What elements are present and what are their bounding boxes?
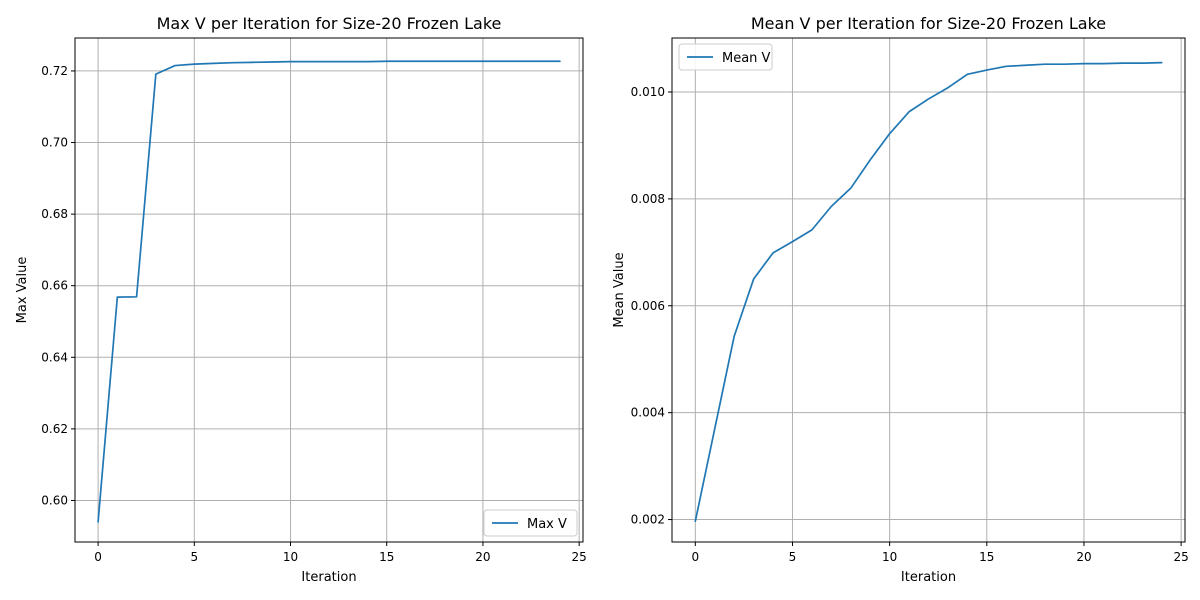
max-v-x-tick-label: 0: [94, 550, 102, 564]
max-v-legend-label: Max V: [527, 517, 567, 532]
max-v-legend-box: [483, 509, 578, 537]
mean-v-x-tick-label: 25: [1173, 550, 1188, 564]
max-v-x-tick-label: 15: [379, 550, 394, 564]
max-v-chart-title: Max V per Iteration for Size-20 Frozen L…: [157, 14, 502, 33]
mean-v-y-tick-label: 0.006: [631, 299, 665, 313]
max-v-x-axis-label: Iteration: [301, 570, 356, 585]
mean-v-y-ticks: 0.002 0.004 0.006 0.008 0.010: [631, 85, 672, 527]
mean-v-x-tick-label: 0: [691, 550, 699, 564]
max-v-legend: Max V: [483, 509, 578, 537]
mean-v-x-tick-label: 10: [882, 550, 897, 564]
max-v-y-tick-label: 0.62: [41, 422, 68, 436]
mean-v-grid: [672, 38, 1185, 542]
max-v-y-tick-label: 0.70: [41, 136, 68, 150]
max-v-y-tick-label: 0.66: [41, 279, 68, 293]
max-v-x-tick-label: 25: [572, 550, 587, 564]
max-v-y-tick-label: 0.64: [41, 350, 68, 364]
max-v-y-tick-label: 0.68: [41, 207, 68, 221]
max-v-plot-frame: [74, 37, 584, 543]
max-v-x-tick-label: 5: [190, 550, 198, 564]
max-v-x-tick-label: 20: [475, 550, 490, 564]
mean-v-chart-title: Mean V per Iteration for Size-20 Frozen …: [751, 14, 1106, 33]
mean-v-x-tick-label: 5: [789, 550, 797, 564]
mean-v-y-tick-label: 0.004: [631, 406, 665, 420]
max-v-grid: [75, 38, 583, 542]
mean-v-plot-frame: [671, 37, 1186, 543]
mean-v-legend: Mean V: [678, 43, 773, 71]
max-v-y-tick-label: 0.72: [41, 64, 68, 78]
mean-v-y-tick-label: 0.010: [631, 85, 665, 99]
mean-v-legend-label: Mean V: [722, 51, 771, 66]
max-v-chart-panel: 0 5 10 15 20 25 0.600.620.640.660.680.700.72 …: [15, 14, 587, 585]
mean-v-x-axis-label: Iteration: [901, 570, 956, 585]
max-v-x-ticks: 0 5 10 15 20 25: [94, 542, 587, 564]
max-v-y-tick-label: 0.60: [41, 493, 68, 507]
mean-v-y-tick-label: 0.008: [631, 192, 665, 206]
mean-v-series-line: [694, 61, 1163, 523]
max-v-series-line: [97, 60, 561, 523]
mean-v-legend-box: [678, 43, 773, 71]
mean-v-x-ticks: 0 5 10 15 20 25: [691, 542, 1189, 564]
max-v-x-tick-label: 10: [283, 550, 298, 564]
max-v-y-ticks: 0.60 0.62 0.64 0.66 0.68 0.70 0.72: [41, 64, 75, 507]
mean-v-y-axis-label: Mean Value: [612, 252, 627, 327]
mean-v-chart-panel: 0 5 10 15 20 25 0.002 0.004 0.006 0.008 0.010 Mea…: [612, 14, 1189, 585]
mean-v-y-tick-label: 0.002: [631, 513, 665, 527]
max-v-y-axis-label: Max Value: [15, 257, 30, 324]
mean-v-x-tick-label: 15: [979, 550, 994, 564]
mean-v-x-tick-label: 20: [1076, 550, 1091, 564]
